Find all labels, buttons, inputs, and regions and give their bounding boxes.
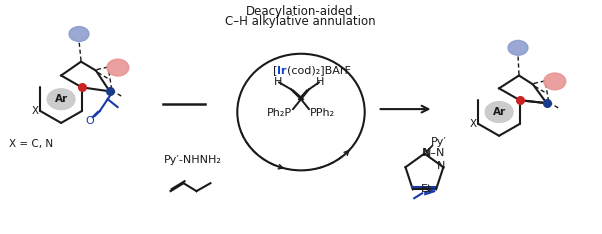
Text: Py′-NHNH₂: Py′-NHNH₂	[164, 155, 222, 165]
Ellipse shape	[485, 102, 513, 122]
Text: H: H	[315, 77, 324, 88]
Text: O: O	[85, 116, 94, 126]
Text: [: [	[273, 66, 278, 76]
Text: PPh₂: PPh₂	[311, 108, 335, 118]
Ellipse shape	[508, 40, 528, 55]
Text: Ph₂P: Ph₂P	[267, 108, 291, 118]
Text: N: N	[422, 148, 430, 157]
Text: Ar: Ar	[492, 107, 506, 117]
Text: Ir: Ir	[277, 66, 287, 76]
Text: (cod)₂]BArF: (cod)₂]BArF	[287, 66, 351, 76]
Text: H: H	[274, 77, 282, 88]
Ellipse shape	[107, 59, 129, 76]
Ellipse shape	[544, 73, 566, 90]
Text: Ar: Ar	[55, 94, 67, 104]
Text: N: N	[437, 161, 445, 171]
Text: Et: Et	[421, 184, 432, 194]
Ellipse shape	[47, 89, 75, 110]
Text: X: X	[470, 119, 477, 129]
Text: X: X	[32, 106, 39, 116]
Text: X = C, N: X = C, N	[10, 139, 54, 149]
Text: C–H alkylative annulation: C–H alkylative annulation	[225, 15, 375, 28]
Text: N–N: N–N	[423, 148, 445, 158]
Text: Py′: Py′	[430, 137, 446, 147]
Text: Deacylation-aided: Deacylation-aided	[246, 5, 354, 18]
Ellipse shape	[69, 27, 89, 41]
